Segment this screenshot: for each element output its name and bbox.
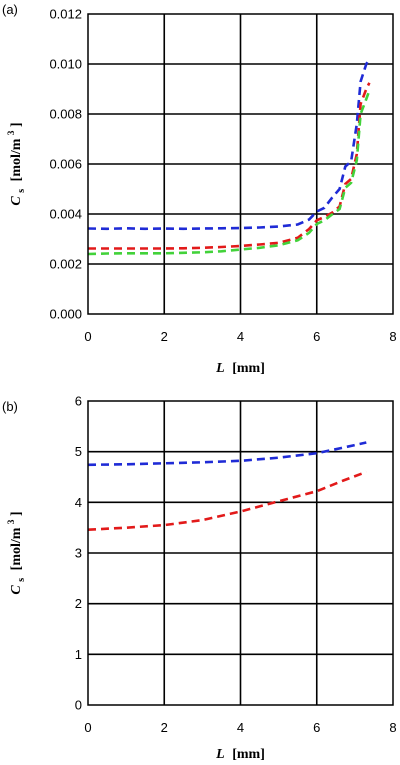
y-axis-unit-close: ] [9,122,24,127]
grid [88,14,393,314]
y-axis-symbol: C [9,196,24,206]
x-tick-label: 4 [237,329,244,344]
y-tick-label: 0.012 [49,7,82,22]
plot-frame [87,13,394,315]
x-tick-label: 2 [161,329,168,344]
plot-frame [87,400,394,706]
x-axis-unit: [mm] [232,361,265,376]
y-axis-unit-close: ] [9,511,24,516]
y-tick-label: 1 [75,647,82,662]
grid [88,401,393,705]
y-tick-label: 0.002 [49,257,82,272]
y-tick-label: 5 [75,444,82,459]
x-axis-label: L [mm] [215,361,265,376]
y-tick-label: 0.006 [49,157,82,172]
y-axis-superscript: 3 [6,519,16,524]
y-tick-labels: 0 1 2 3 4 5 6 [75,394,82,713]
x-axis-label: L [mm] [215,747,265,762]
chart-panel-a: (a) 0.0000.0020.0040.0060.0080.0100.012 … [2,2,397,376]
x-axis-symbol: L [215,361,225,376]
series-line [87,89,371,256]
y-tick-label: 0.000 [49,307,82,322]
x-tick-labels: 0 2 4 6 8 [84,720,396,735]
x-axis-unit: [mm] [232,747,265,762]
panel-label: (b) [2,399,18,414]
x-tick-label: 0 [84,720,91,735]
y-tick-label: 0.008 [49,107,82,122]
series-line [87,470,367,531]
y-axis-symbol: C [9,585,24,595]
y-axis-subscript: s [16,189,27,193]
y-tick-label: 0.010 [49,57,82,72]
series-line [87,58,371,231]
y-tick-label: 6 [75,394,82,409]
chart-panel-b: (b) 0 1 2 3 4 5 6 0 2 4 6 8 L [mm] C s [mol/m 3 ] [2,394,397,763]
y-tick-labels: 0.000 0.002 0.004 0.006 0.008 0.010 0.012 [49,7,82,322]
series-group [87,58,371,256]
y-axis-label: C s [mol/m 3 ] [3,122,28,205]
x-tick-labels: 0 2 4 6 8 [84,329,396,344]
y-axis-subscript: s [16,578,27,582]
series-line [88,82,371,250]
x-tick-label: 8 [389,329,396,344]
x-tick-label: 6 [313,720,320,735]
x-tick-label: 4 [237,720,244,735]
x-tick-label: 6 [313,329,320,344]
y-axis-label: C s [mol/m 3 ] [3,511,28,594]
series-group [87,441,367,531]
x-axis-symbol: L [215,747,225,762]
y-tick-label: 0.004 [49,207,82,222]
x-tick-label: 8 [389,720,396,735]
y-axis-superscript: 3 [6,130,16,135]
y-tick-label: 0 [75,698,82,713]
series-line [87,441,367,467]
y-tick-label: 3 [75,546,82,561]
y-axis-unit: [mol/m [9,138,24,181]
y-tick-label: 4 [75,495,82,510]
x-tick-label: 0 [84,329,91,344]
y-axis-unit: [mol/m [9,527,24,570]
panel-label: (a) [2,2,18,17]
y-tick-label: 2 [75,596,82,611]
x-tick-label: 2 [161,720,168,735]
